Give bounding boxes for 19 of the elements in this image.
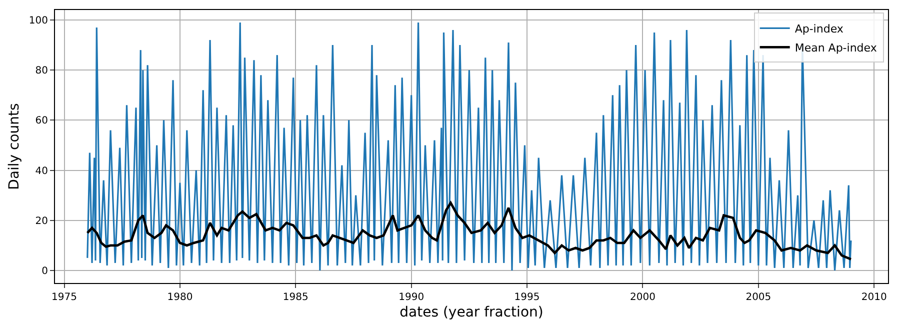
x-axis-title: dates (year fraction) bbox=[400, 304, 544, 320]
x-tick-label: 2000 bbox=[630, 292, 656, 303]
y-tick-label: 0 bbox=[42, 266, 48, 277]
y-tick-label: 40 bbox=[35, 166, 48, 177]
y-tick-label: 100 bbox=[28, 16, 48, 27]
x-tick-label: 1985 bbox=[282, 292, 308, 303]
legend-label: Mean Ap-index bbox=[794, 42, 878, 55]
y-tick-label: 20 bbox=[35, 216, 48, 227]
y-axis-title: Daily counts bbox=[6, 103, 23, 190]
x-tick-label: 1990 bbox=[398, 292, 424, 303]
x-tick-label: 2005 bbox=[746, 292, 772, 303]
x-tick-label: 1995 bbox=[514, 292, 540, 303]
y-tick-label: 80 bbox=[35, 66, 48, 77]
x-tick-label: 1980 bbox=[167, 292, 193, 303]
x-tick-label: 2010 bbox=[861, 292, 887, 303]
x-tick-label: 1975 bbox=[52, 292, 77, 303]
y-tick-label: 60 bbox=[35, 116, 48, 127]
legend-label: Ap-index bbox=[794, 22, 844, 36]
line-series bbox=[86, 202, 852, 260]
